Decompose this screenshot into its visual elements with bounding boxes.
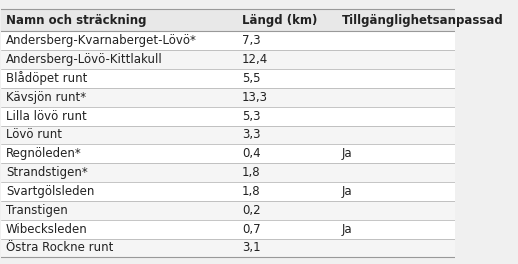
Bar <box>2 220 455 239</box>
Text: Ja: Ja <box>342 185 352 198</box>
Text: Östra Rockne runt: Östra Rockne runt <box>6 242 113 254</box>
Bar <box>2 88 455 107</box>
Bar <box>2 182 455 201</box>
Text: 7,3: 7,3 <box>242 34 261 47</box>
Bar <box>2 9 455 31</box>
Text: Tillgänglighetsanpassad: Tillgänglighetsanpassad <box>342 14 503 27</box>
Text: 5,5: 5,5 <box>242 72 261 85</box>
Text: Strandstigen*: Strandstigen* <box>6 166 88 179</box>
Text: Lilla lövö runt: Lilla lövö runt <box>6 110 87 123</box>
Text: Andersberg-Lövö-Kittlakull: Andersberg-Lövö-Kittlakull <box>6 53 163 66</box>
Bar <box>2 163 455 182</box>
Text: Andersberg-Kvarnaberget-Lövö*: Andersberg-Kvarnaberget-Lövö* <box>6 34 197 47</box>
Text: Blådöpet runt: Blådöpet runt <box>6 72 88 86</box>
Text: Regnöleden*: Regnöleden* <box>6 147 82 160</box>
Text: 0,4: 0,4 <box>242 147 261 160</box>
Bar <box>2 201 455 220</box>
Bar <box>2 239 455 257</box>
Bar <box>2 50 455 69</box>
Text: Lövö runt: Lövö runt <box>6 129 62 142</box>
Text: Ja: Ja <box>342 147 352 160</box>
Text: Längd (km): Längd (km) <box>242 14 318 27</box>
Text: 3,3: 3,3 <box>242 129 261 142</box>
Text: Kävsjön runt*: Kävsjön runt* <box>6 91 86 104</box>
Text: Namn och sträckning: Namn och sträckning <box>6 14 147 27</box>
Bar <box>2 69 455 88</box>
Text: 13,3: 13,3 <box>242 91 268 104</box>
Bar <box>2 126 455 144</box>
Bar <box>2 107 455 126</box>
Text: 5,3: 5,3 <box>242 110 261 123</box>
Text: Transtigen: Transtigen <box>6 204 68 217</box>
Text: Svartgölsleden: Svartgölsleden <box>6 185 94 198</box>
Text: Wibecksleden: Wibecksleden <box>6 223 88 236</box>
Text: 0,2: 0,2 <box>242 204 261 217</box>
Text: 3,1: 3,1 <box>242 242 261 254</box>
Text: Ja: Ja <box>342 223 352 236</box>
Bar <box>2 31 455 50</box>
Text: 1,8: 1,8 <box>242 166 261 179</box>
Text: 12,4: 12,4 <box>242 53 268 66</box>
Text: 0,7: 0,7 <box>242 223 261 236</box>
Bar <box>2 144 455 163</box>
Text: 1,8: 1,8 <box>242 185 261 198</box>
